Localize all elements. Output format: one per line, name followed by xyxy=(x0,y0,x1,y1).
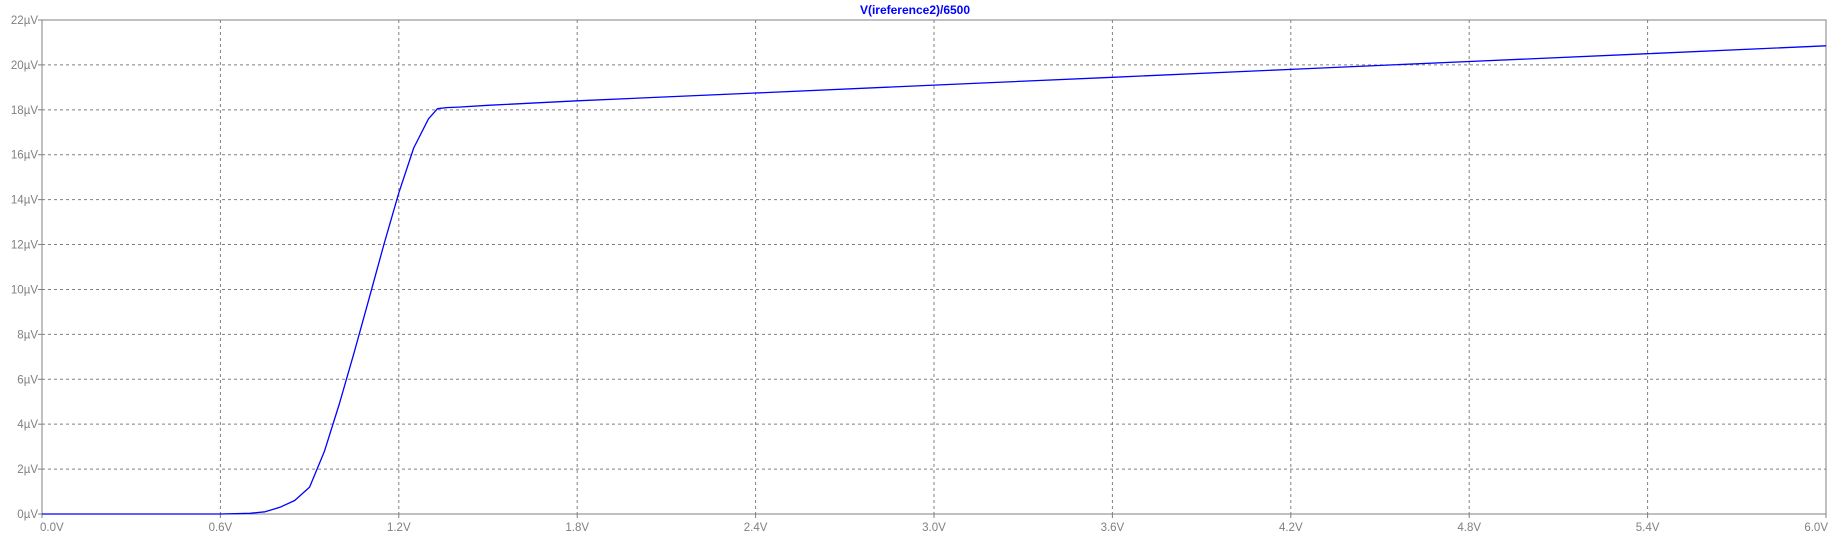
x-tick-label: 0.0V xyxy=(40,522,64,534)
x-tick-label: 2.4V xyxy=(744,522,768,534)
y-tick-label: 16µV xyxy=(11,150,38,162)
y-tick-label: 12µV xyxy=(11,240,38,252)
y-tick-label: 22µV xyxy=(11,15,38,27)
trace-title[interactable]: V(ireference2)/6500 xyxy=(860,3,970,17)
y-tick-label: 0µV xyxy=(17,509,38,521)
y-tick-label: 14µV xyxy=(11,195,38,207)
y-tick-label: 10µV xyxy=(11,284,38,296)
grid-layer xyxy=(42,20,1826,514)
x-tick-label: 6.0V xyxy=(1804,522,1828,534)
x-tick-label: 1.8V xyxy=(565,522,589,534)
y-tick-label: 6µV xyxy=(17,374,38,386)
x-tick-label: 5.4V xyxy=(1636,522,1660,534)
y-tick-label: 4µV xyxy=(17,419,38,431)
y-tick-label: 18µV xyxy=(11,105,38,117)
x-tick-label: 4.2V xyxy=(1279,522,1303,534)
trace-line[interactable] xyxy=(42,45,1827,515)
x-tick-label: 4.8V xyxy=(1457,522,1481,534)
x-tick-label: 3.6V xyxy=(1101,522,1125,534)
y-tick-label: 20µV xyxy=(11,60,38,72)
tick-layer: 0.0V 0.6V 1.2V 1.8V 2.4V 3.0V 3.6V 4.2V 4.8V 5.4V… xyxy=(11,15,1828,534)
x-tick-label: 0.6V xyxy=(209,522,233,534)
x-tick-label: 3.0V xyxy=(922,522,946,534)
y-tick-label: 8µV xyxy=(17,329,38,341)
x-tick-label: 1.2V xyxy=(387,522,411,534)
y-tick-label: 2µV xyxy=(17,464,38,476)
